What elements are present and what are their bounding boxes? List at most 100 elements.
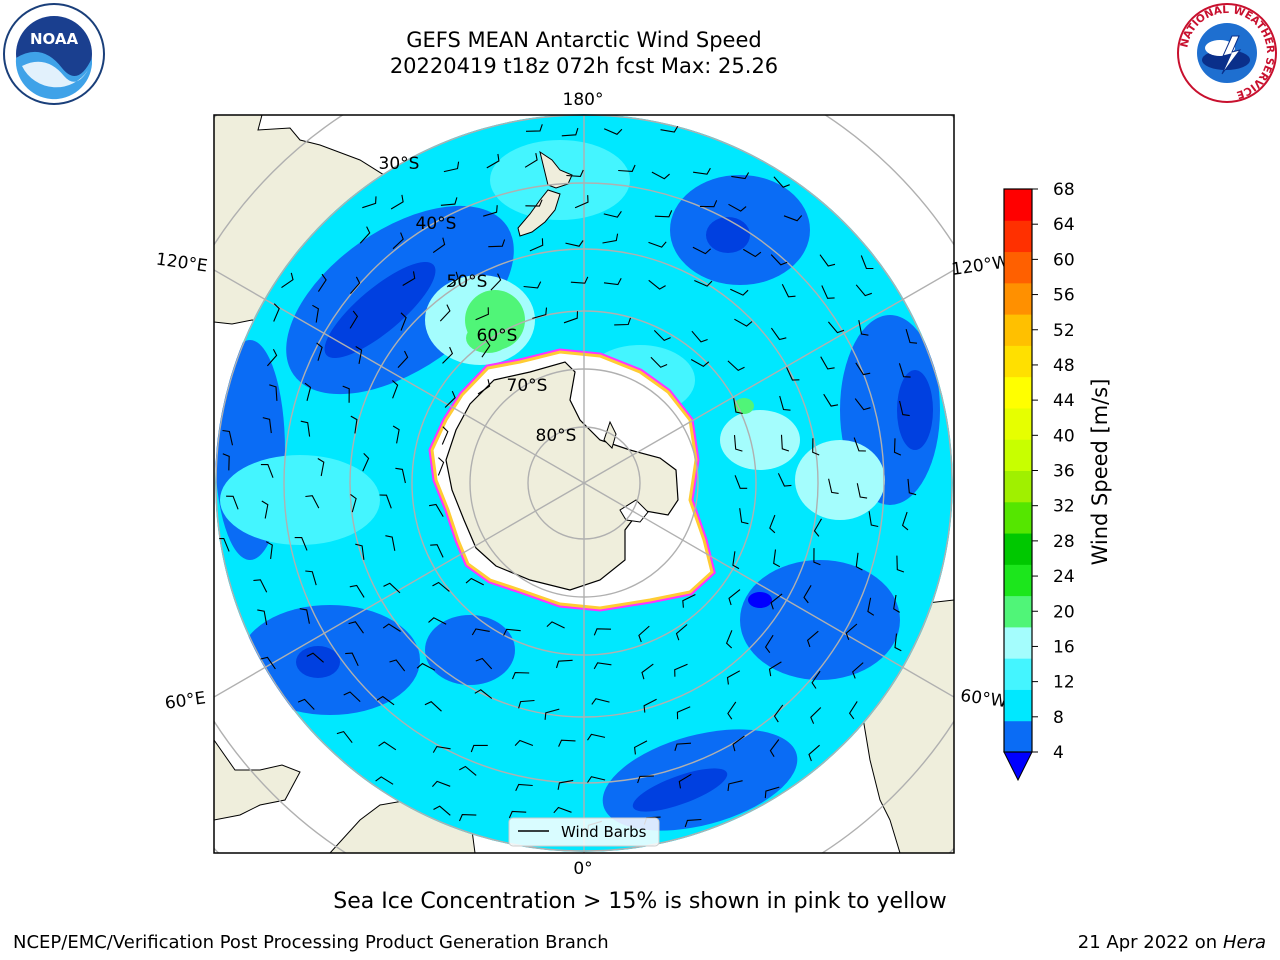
wind-barb xyxy=(591,698,610,705)
wind-barb xyxy=(733,435,743,452)
wind-barb xyxy=(726,670,741,685)
wind-barb xyxy=(382,623,401,632)
footer-date: 21 Apr 2022 on Hera xyxy=(1078,932,1266,953)
noaa-logo: NOAA xyxy=(3,3,105,105)
wind-barb xyxy=(848,701,858,720)
wind-barb xyxy=(570,276,589,284)
wind-barb xyxy=(821,285,835,299)
wind-barb xyxy=(260,464,274,478)
colorbar-segment xyxy=(1004,626,1032,659)
wind-barb xyxy=(561,127,579,137)
colorbar-tick-label: 16 xyxy=(1053,637,1075,657)
colorbar-segment xyxy=(1004,689,1032,722)
wind-barb xyxy=(768,661,782,677)
wind-barb xyxy=(641,663,654,680)
colorbar-tick-label: 48 xyxy=(1053,356,1075,376)
wind-barb xyxy=(222,453,230,471)
wind-barb xyxy=(400,312,407,331)
colorbar-extend-triangle xyxy=(1003,751,1033,782)
wind-barb xyxy=(444,390,456,408)
wind-barb xyxy=(424,701,442,712)
wind-barb xyxy=(728,203,747,212)
wind-barb xyxy=(853,437,866,452)
lon-label-60w: 60°W xyxy=(959,686,1008,712)
wind-barb xyxy=(432,745,451,753)
wind-barb xyxy=(813,548,821,566)
wind-barb xyxy=(262,417,272,434)
wind-barb xyxy=(379,494,392,509)
wind-barb xyxy=(544,708,560,720)
map-legend: Wind Barbs xyxy=(508,817,660,847)
wind-barb xyxy=(660,125,679,133)
wind-barb xyxy=(349,584,365,598)
wind-barb xyxy=(764,786,780,799)
wind-barb xyxy=(458,814,477,822)
wind-barb xyxy=(378,741,397,751)
wind-barb xyxy=(731,172,750,180)
wind-barb xyxy=(603,128,623,135)
wind-barb xyxy=(896,555,905,573)
nws-logo: NATIONAL WEATHER SERVICE xyxy=(1177,3,1277,103)
wind-barb xyxy=(317,458,325,477)
wind-barb xyxy=(808,744,820,762)
wind-barb xyxy=(777,473,792,487)
wind-barb xyxy=(773,549,781,568)
colorbar-tick-label: 24 xyxy=(1053,567,1075,587)
wind-barb xyxy=(350,415,358,434)
wind-barb xyxy=(265,541,273,559)
wind-barb xyxy=(348,621,364,634)
wind-barb xyxy=(727,780,743,791)
wind-barb xyxy=(395,467,406,484)
wind-barb xyxy=(618,164,636,172)
wind-barb xyxy=(769,514,776,534)
wind-barb xyxy=(602,233,619,244)
wind-barb xyxy=(691,330,708,343)
wind-barbs xyxy=(216,124,918,833)
wind-barb xyxy=(397,350,409,368)
wind-barb xyxy=(692,246,711,255)
colorbar-segment xyxy=(1004,439,1032,471)
wind-barb xyxy=(684,818,702,828)
wind-barb xyxy=(899,400,910,417)
wind-barb xyxy=(603,278,622,286)
sea-ice-note: Sea Ice Concentration > 15% is shown in … xyxy=(333,889,947,914)
wind-barb xyxy=(898,363,911,378)
wind-barb xyxy=(654,210,673,218)
lat-label-60s: 60°S xyxy=(477,326,518,346)
colorbar-segment xyxy=(1004,595,1032,628)
wind-barb xyxy=(488,239,506,248)
wind-barb xyxy=(845,623,858,640)
wind-barb xyxy=(587,776,606,783)
wind-barb xyxy=(773,176,790,188)
wind-barb xyxy=(441,426,449,445)
colorbar-tick-label: 60 xyxy=(1053,250,1075,270)
wind-barb xyxy=(907,478,917,496)
wind-barb xyxy=(430,544,444,558)
wind-barb xyxy=(868,511,879,528)
wind-barb xyxy=(563,311,579,324)
antarctica xyxy=(428,348,716,612)
wind-barb xyxy=(222,429,234,446)
lat-label-40s: 40°S xyxy=(416,214,457,234)
wind-barb xyxy=(593,662,612,670)
wind-barb xyxy=(734,475,748,489)
wind-barb xyxy=(557,779,574,790)
wind-barb xyxy=(727,360,745,372)
wind-barb xyxy=(546,621,565,629)
lat-label-30s: 30°S xyxy=(379,154,420,174)
colorbar-segment xyxy=(1004,314,1032,346)
wind-barb xyxy=(648,279,666,290)
wind-barb xyxy=(773,704,784,723)
colorbar-segment xyxy=(1004,189,1032,221)
lon-label-60e: 60°E xyxy=(164,688,207,713)
wind-barb xyxy=(770,593,783,610)
wind-barb xyxy=(389,659,406,672)
lon-label-180: 180° xyxy=(563,90,604,110)
colorbar-segment xyxy=(1004,282,1032,315)
wind-barb xyxy=(764,634,774,654)
wind-barb xyxy=(783,215,803,222)
wind-barb xyxy=(856,483,868,499)
map-frame xyxy=(213,114,955,854)
wind-barb xyxy=(345,652,359,667)
wind-barb xyxy=(443,161,460,173)
